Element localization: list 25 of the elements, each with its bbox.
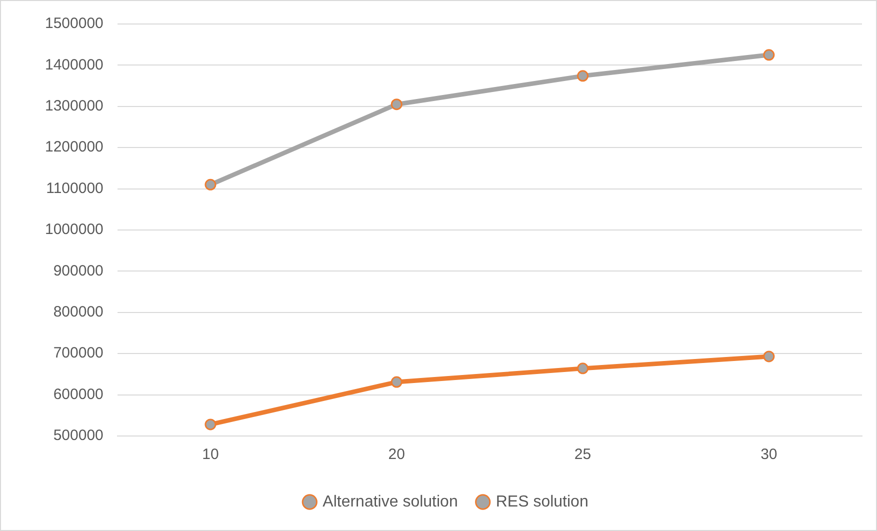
point <box>577 362 589 374</box>
y-tick-label: 600000 <box>53 386 104 403</box>
y-tick-label: 700000 <box>53 344 104 362</box>
y-tick-label: 1500000 <box>44 15 104 32</box>
point <box>577 70 589 82</box>
point <box>204 418 216 430</box>
x-tick-label: 10 <box>202 446 219 464</box>
legend-label: RES solution <box>496 493 588 510</box>
y-tick-label: 800000 <box>53 304 104 321</box>
point <box>763 350 775 362</box>
point <box>763 49 775 61</box>
x-tick-label: 30 <box>760 446 778 464</box>
y-tick-label: 1300000 <box>44 98 104 115</box>
y-tick-label: 900000 <box>53 262 104 280</box>
y-tick-label: 1000000 <box>44 221 104 238</box>
point <box>390 98 402 110</box>
legend-label: Alternative solution <box>322 493 458 510</box>
x-tick-label: 25 <box>574 446 592 464</box>
point <box>390 376 402 388</box>
y-tick-label: 1400000 <box>44 56 104 74</box>
point <box>204 178 216 190</box>
y-tick-label: 1100000 <box>46 180 104 197</box>
y-tick-label: 1200000 <box>44 138 104 156</box>
y-tick-label: 500000 <box>53 427 104 444</box>
x-tick-label: 20 <box>388 446 405 464</box>
